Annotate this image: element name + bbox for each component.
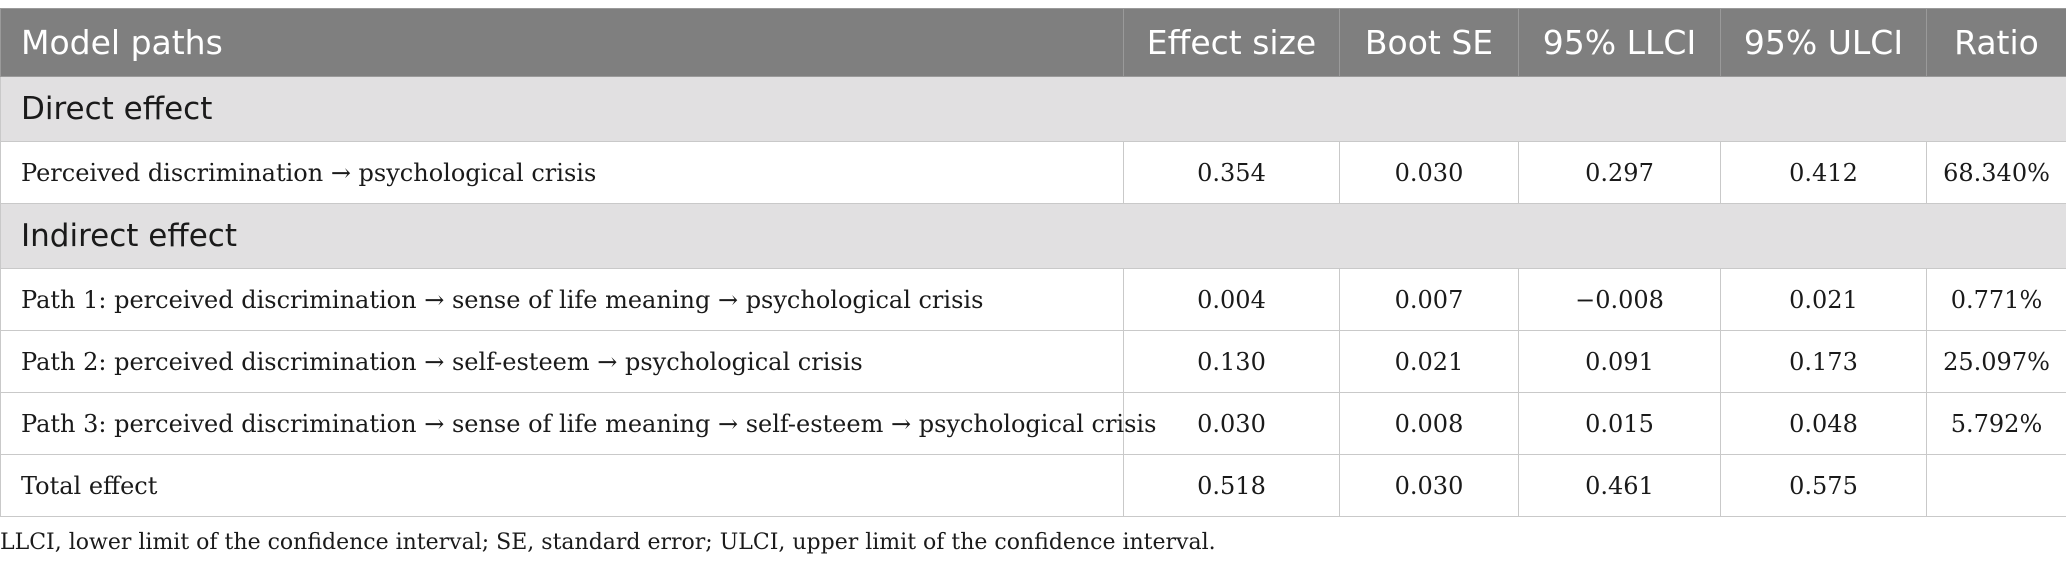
row-label: Path 2: perceived discrimination → self-… bbox=[0, 330, 1124, 393]
table-row: Perceived discrimination → psychological… bbox=[0, 141, 2066, 204]
cell-boot-se: 0.030 bbox=[1339, 454, 1519, 517]
cell-effect-size: 0.130 bbox=[1123, 330, 1340, 393]
header-model-paths: Model paths bbox=[0, 8, 1124, 77]
table-row: Path 1: perceived discrimination → sense… bbox=[0, 268, 2066, 331]
cell-boot-se: 0.008 bbox=[1339, 392, 1519, 455]
section-title: Direct effect bbox=[0, 76, 2066, 142]
cell-llci: 0.091 bbox=[1518, 330, 1721, 393]
header-ulci: 95% ULCI bbox=[1720, 8, 1927, 77]
cell-llci: 0.461 bbox=[1518, 454, 1721, 517]
header-row: Model paths Effect size Boot SE 95% LLCI… bbox=[0, 8, 2066, 77]
header-boot-se: Boot SE bbox=[1339, 8, 1519, 77]
mediation-effects-table: Model paths Effect size Boot SE 95% LLCI… bbox=[0, 8, 2066, 517]
row-label: Total effect bbox=[0, 454, 1124, 517]
results-table-container: Model paths Effect size Boot SE 95% LLCI… bbox=[0, 8, 2066, 517]
row-label: Path 1: perceived discrimination → sense… bbox=[0, 268, 1124, 331]
cell-ulci: 0.173 bbox=[1720, 330, 1927, 393]
cell-ratio: 0.771% bbox=[1926, 268, 2066, 331]
cell-effect-size: 0.004 bbox=[1123, 268, 1340, 331]
cell-ulci: 0.412 bbox=[1720, 141, 1927, 204]
cell-effect-size: 0.518 bbox=[1123, 454, 1340, 517]
table-row: Path 2: perceived discrimination → self-… bbox=[0, 330, 2066, 393]
row-label: Perceived discrimination → psychological… bbox=[0, 141, 1124, 204]
total-effect-row: Total effect 0.518 0.030 0.461 0.575 bbox=[0, 454, 2066, 517]
cell-llci: −0.008 bbox=[1518, 268, 1721, 331]
row-label: Path 3: perceived discrimination → sense… bbox=[0, 392, 1156, 455]
cell-boot-se: 0.030 bbox=[1339, 141, 1519, 204]
cell-ulci: 0.048 bbox=[1720, 392, 1927, 455]
section-row-indirect: Indirect effect bbox=[0, 203, 2066, 269]
cell-boot-se: 0.007 bbox=[1339, 268, 1519, 331]
cell-effect-size: 0.030 bbox=[1123, 392, 1340, 455]
header-effect-size: Effect size bbox=[1123, 8, 1340, 77]
cell-ratio bbox=[1926, 454, 2066, 517]
table-footnote: LLCI, lower limit of the confidence inte… bbox=[0, 530, 1216, 555]
table-row: Path 3: perceived discrimination → sense… bbox=[0, 392, 2066, 455]
cell-ulci: 0.021 bbox=[1720, 268, 1927, 331]
cell-ratio: 5.792% bbox=[1926, 392, 2066, 455]
cell-effect-size: 0.354 bbox=[1123, 141, 1340, 204]
cell-boot-se: 0.021 bbox=[1339, 330, 1519, 393]
header-llci: 95% LLCI bbox=[1518, 8, 1721, 77]
cell-ratio: 25.097% bbox=[1926, 330, 2066, 393]
header-ratio: Ratio bbox=[1926, 8, 2066, 77]
cell-llci: 0.015 bbox=[1518, 392, 1721, 455]
section-row-direct: Direct effect bbox=[0, 76, 2066, 142]
cell-ratio: 68.340% bbox=[1926, 141, 2066, 204]
section-title: Indirect effect bbox=[0, 203, 2066, 269]
cell-llci: 0.297 bbox=[1518, 141, 1721, 204]
cell-ulci: 0.575 bbox=[1720, 454, 1927, 517]
